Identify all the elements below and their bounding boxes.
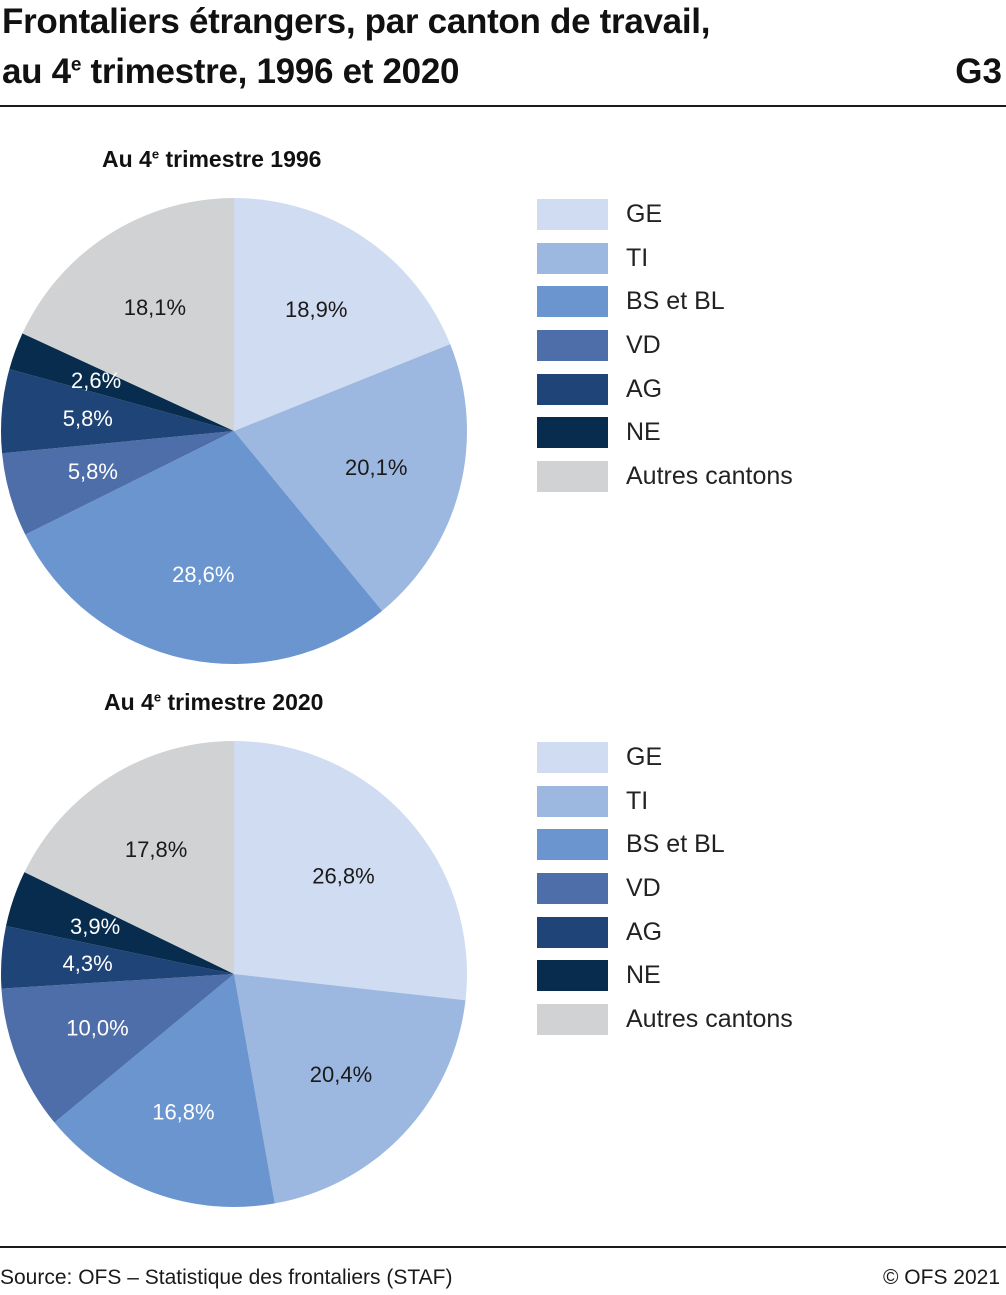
legend-swatch (537, 742, 608, 773)
pie-title-2020: Au 4e trimestre 2020 (104, 689, 324, 715)
legend-swatch (537, 829, 608, 861)
legend-label: VD (626, 331, 661, 360)
legend-label: NE (626, 418, 661, 447)
slice-value-label: 16,8% (152, 1099, 214, 1124)
slice-value-label: 18,1% (124, 295, 186, 320)
slice-value-label: 10,0% (66, 1016, 128, 1041)
pie-title-1996: Au 4e trimestre 1996 (102, 146, 322, 172)
legend-label: Autres cantons (626, 462, 793, 491)
legend-swatch (537, 417, 608, 449)
slice-value-label: 17,8% (125, 837, 187, 862)
pie-slice-ag (0, 926, 234, 989)
legend-swatch (537, 785, 608, 817)
pie-slice-ge (234, 741, 467, 1001)
slice-value-label: 5,8% (68, 459, 118, 484)
legend-label: AG (626, 374, 663, 403)
legend-label: NE (626, 961, 661, 990)
slice-value-label: 20,4% (310, 1062, 372, 1087)
copyright-note: © OFS 2021 (882, 1266, 1000, 1289)
legend-swatch (537, 373, 608, 405)
legend-label: Autres cantons (626, 1005, 793, 1034)
pie-slice-bs-et-bl (25, 431, 383, 665)
slice-value-label: 20,1% (345, 455, 407, 480)
pie-slice-ne (9, 333, 235, 431)
legend-swatch (537, 242, 608, 274)
pie-slice-bs-et-bl (54, 974, 275, 1207)
legend-swatch (537, 330, 608, 362)
legend-label: BS et BL (626, 287, 725, 316)
slice-value-label: 18,9% (285, 297, 347, 322)
pie-chart-1996: 18,9% 20,1% 28,6% 5,8% 5,8% 2,6% 18,1% (0, 197, 468, 665)
legend-swatch (537, 1004, 608, 1036)
slice-value-label: 5,8% (63, 406, 113, 431)
legend-label: GE (626, 200, 663, 228)
legend-label: GE (626, 743, 663, 771)
legend-swatch (537, 873, 608, 905)
chart-title-line-1: Frontaliers étrangers, par canton de tra… (2, 2, 711, 41)
pie-slice-ge (234, 198, 451, 431)
pie-slice-autres-cantons (22, 197, 234, 431)
legend-swatch (537, 960, 608, 992)
pie-slice-ne (5, 872, 234, 974)
legend-label: BS et BL (626, 830, 725, 859)
pie-slice-autres-cantons (24, 741, 234, 974)
slice-value-label: 26,8% (312, 864, 374, 889)
legend-label: AG (626, 917, 663, 946)
legend-label: VD (626, 874, 661, 903)
pie-slice-vd (2, 431, 234, 535)
legend-swatch (537, 286, 608, 318)
legend-swatch (537, 199, 608, 230)
slice-value-label: 4,3% (63, 951, 113, 976)
pie-slice-vd (1, 974, 234, 1123)
legend-swatch (537, 461, 608, 493)
footer-rule (0, 1246, 1006, 1248)
pie-slice-ag (0, 369, 234, 454)
legend-label: TI (626, 243, 649, 272)
pie-slice-ti (234, 974, 466, 1204)
legend-label: TI (626, 786, 649, 815)
slice-value-label: 2,6% (71, 368, 121, 393)
header-rule (0, 105, 1006, 107)
legend-swatch (537, 916, 608, 948)
source-note: Source: OFS – Statistique des frontalier… (0, 1266, 453, 1289)
chart-number: G3 (955, 52, 1002, 91)
chart-title-line-2: au 4e trimestre, 1996 et 2020 (2, 52, 460, 91)
pie-slice-ti (234, 344, 468, 611)
slice-value-label: 3,9% (70, 914, 120, 939)
pie-chart-2020: 26,8% 20,4% 16,8% 10,0% 4,3% 3,9% 17,8% (0, 741, 467, 1207)
slice-value-label: 28,6% (172, 562, 234, 587)
